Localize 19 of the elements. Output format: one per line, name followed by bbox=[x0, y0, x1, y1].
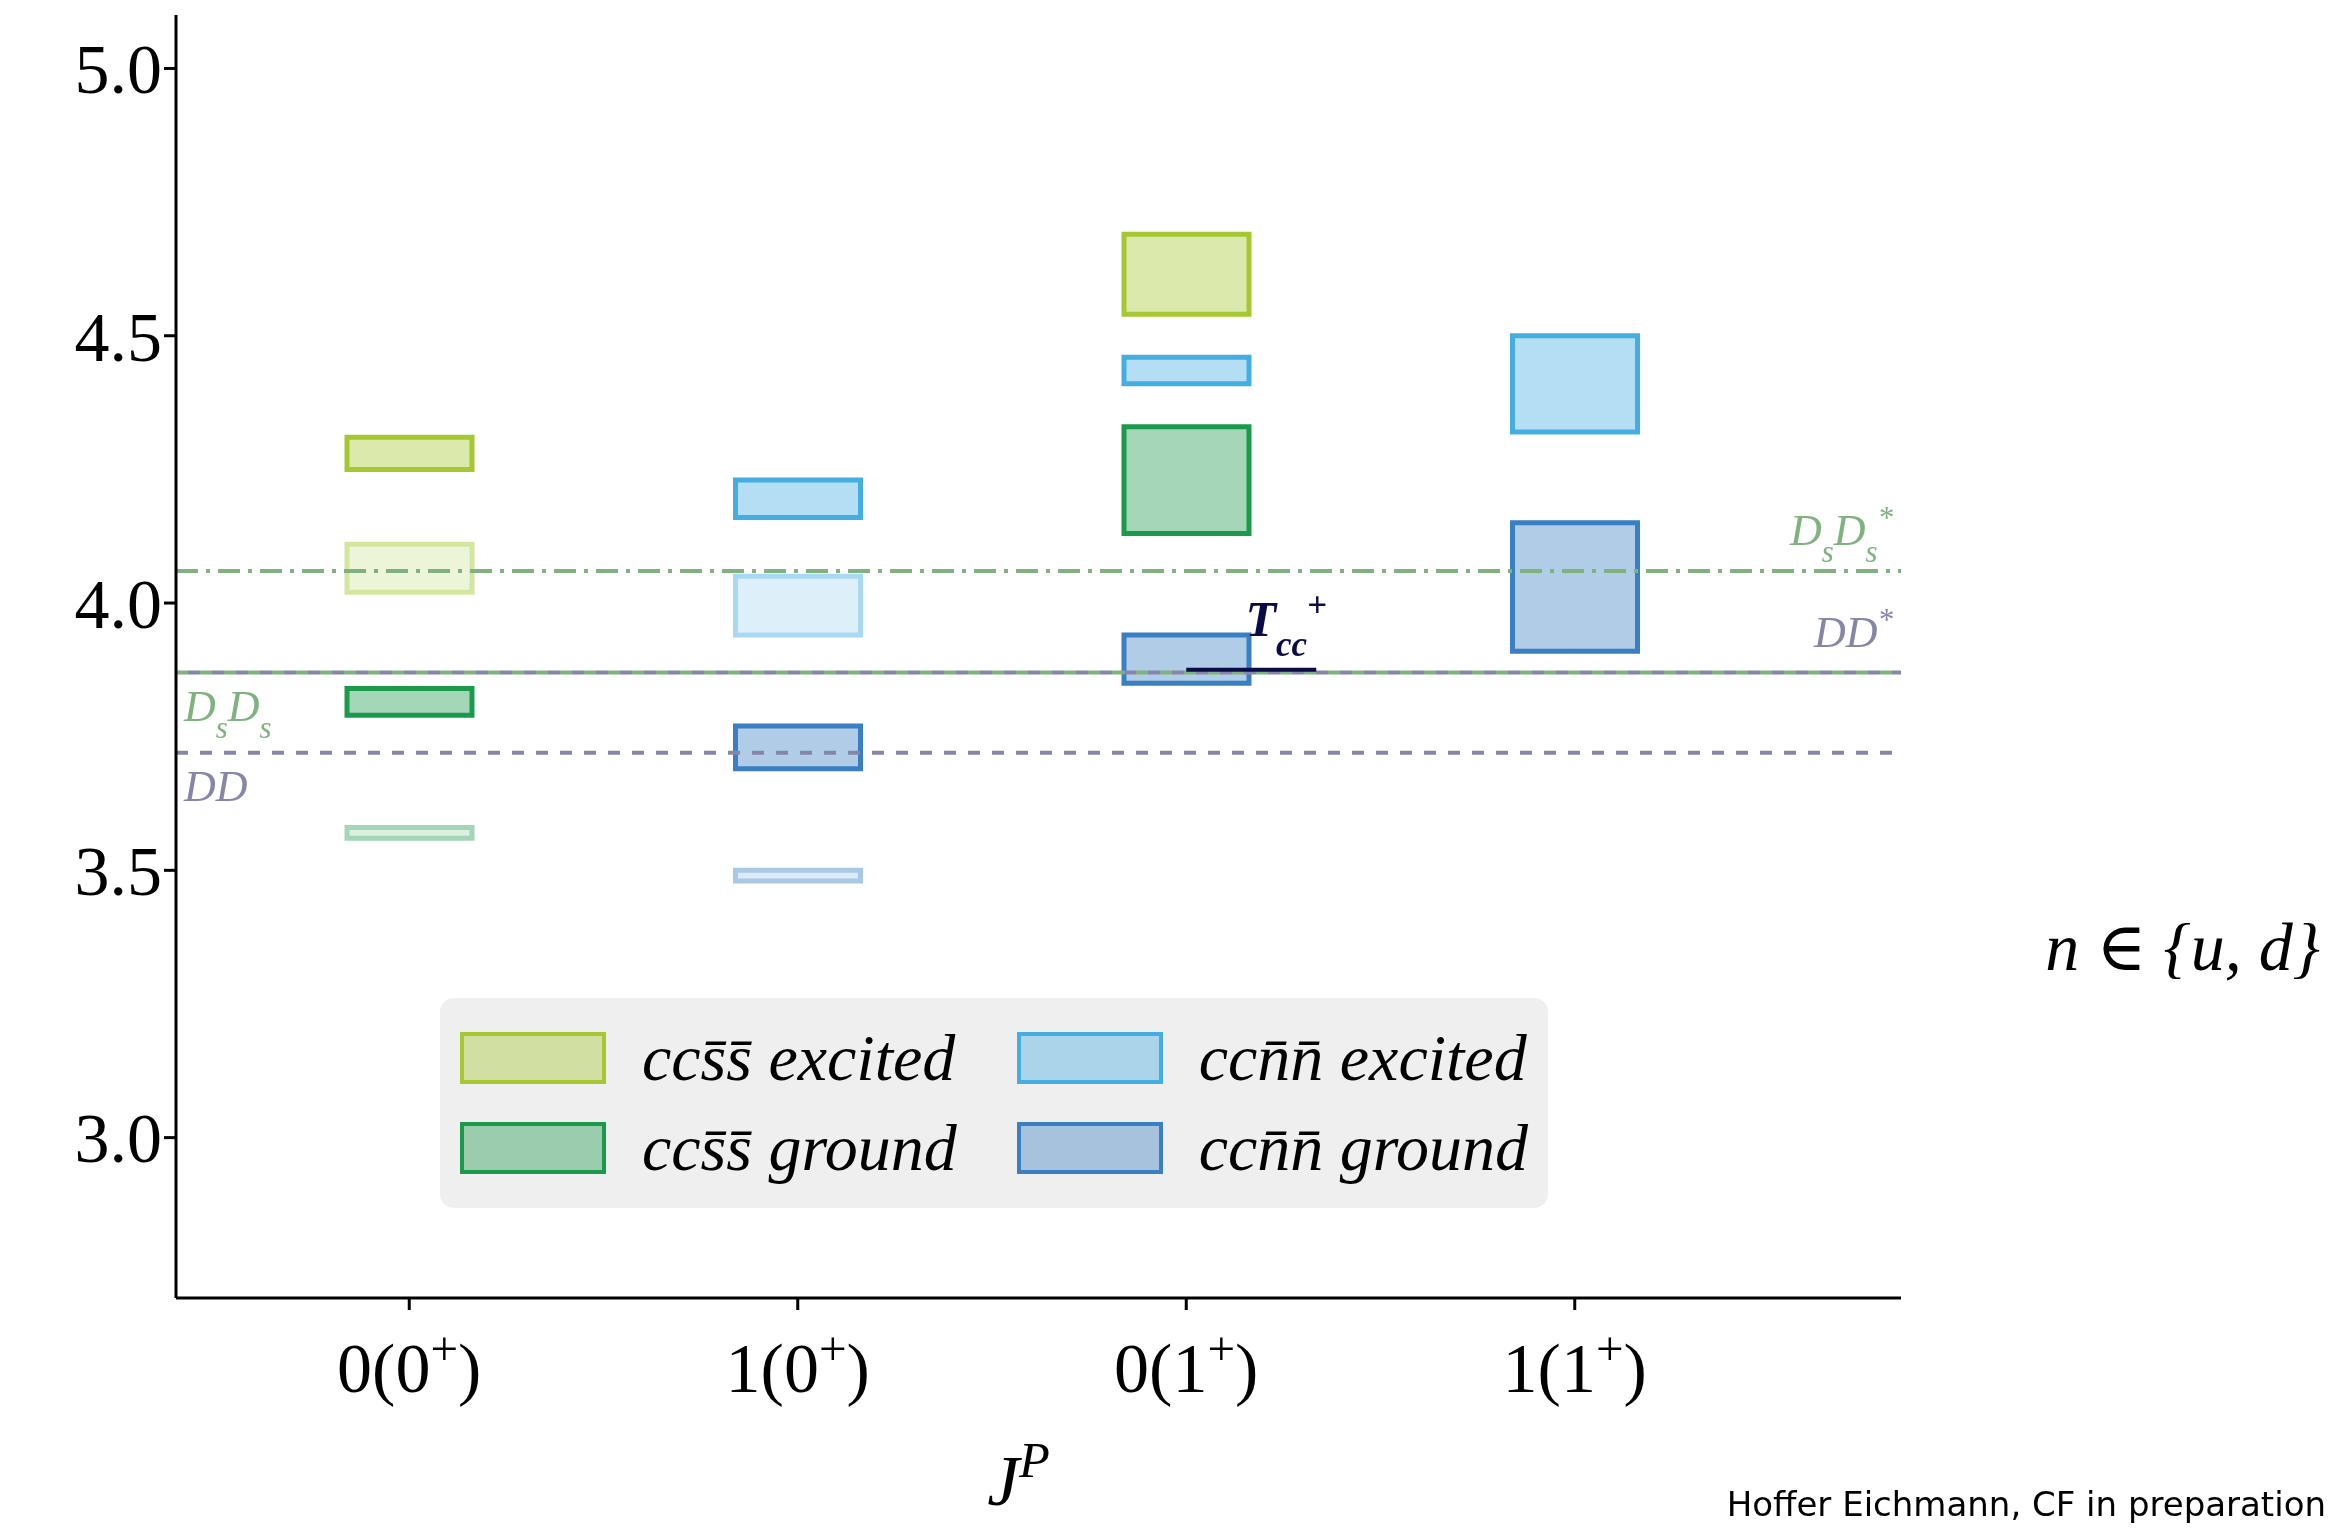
x-tick-label: 1(1$^{+}$) bbox=[1502, 1320, 1647, 1407]
y-tick-label: 4.5 bbox=[74, 298, 162, 376]
x-tick-label: 0(0$^{+}$) bbox=[337, 1320, 482, 1407]
legend-label: ccs̄s̄ ground bbox=[642, 1110, 957, 1186]
ref-line-label: D$_{s}$D$_{s}$ bbox=[183, 681, 272, 745]
ref-line-label: DD$^{*}$ bbox=[1813, 602, 1894, 657]
y-tick-label: 3.0 bbox=[74, 1100, 162, 1178]
y-tick-label: 3.5 bbox=[74, 833, 162, 911]
legend-label: ccs̄s̄ excited bbox=[642, 1020, 956, 1096]
x-tick-label: 0(1$^{+}$) bbox=[1114, 1320, 1259, 1407]
text: Hoffer Eichmann, CF in preparation bbox=[1726, 1484, 2326, 1524]
x-tick-label: 1(0$^{+}$) bbox=[725, 1320, 870, 1407]
legend-label: ccn̄n̄ excited bbox=[1198, 1020, 1527, 1096]
x-axis-title: J$^{P}$ bbox=[987, 1432, 1050, 1521]
text: n ∈ {u, d} bbox=[2045, 909, 2320, 985]
legend-label: ccn̄n̄ ground bbox=[1198, 1110, 1529, 1186]
y-tick-label: 4.0 bbox=[74, 565, 162, 643]
ref-line-label: DD bbox=[183, 761, 248, 811]
y-tick-label: 5.0 bbox=[74, 31, 162, 109]
